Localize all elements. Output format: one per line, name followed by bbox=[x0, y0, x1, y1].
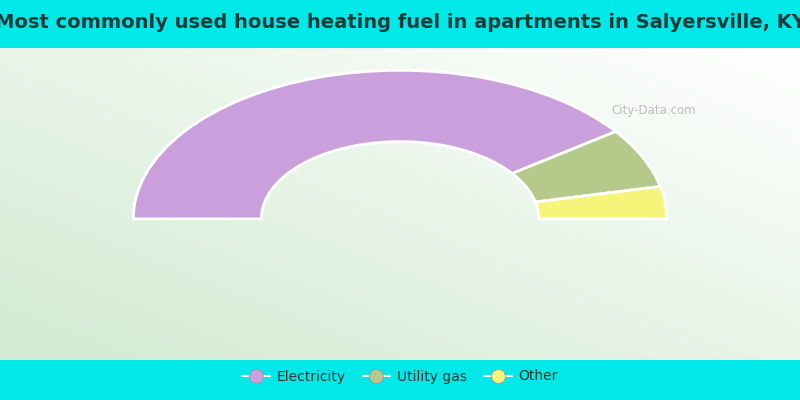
Legend: Electricity, Utility gas, Other: Electricity, Utility gas, Other bbox=[237, 364, 563, 389]
Text: Most commonly used house heating fuel in apartments in Salyersville, KY: Most commonly used house heating fuel in… bbox=[0, 12, 800, 32]
Text: City-Data.com: City-Data.com bbox=[611, 104, 696, 117]
Wedge shape bbox=[512, 132, 660, 202]
Wedge shape bbox=[134, 70, 616, 219]
Wedge shape bbox=[535, 186, 666, 219]
